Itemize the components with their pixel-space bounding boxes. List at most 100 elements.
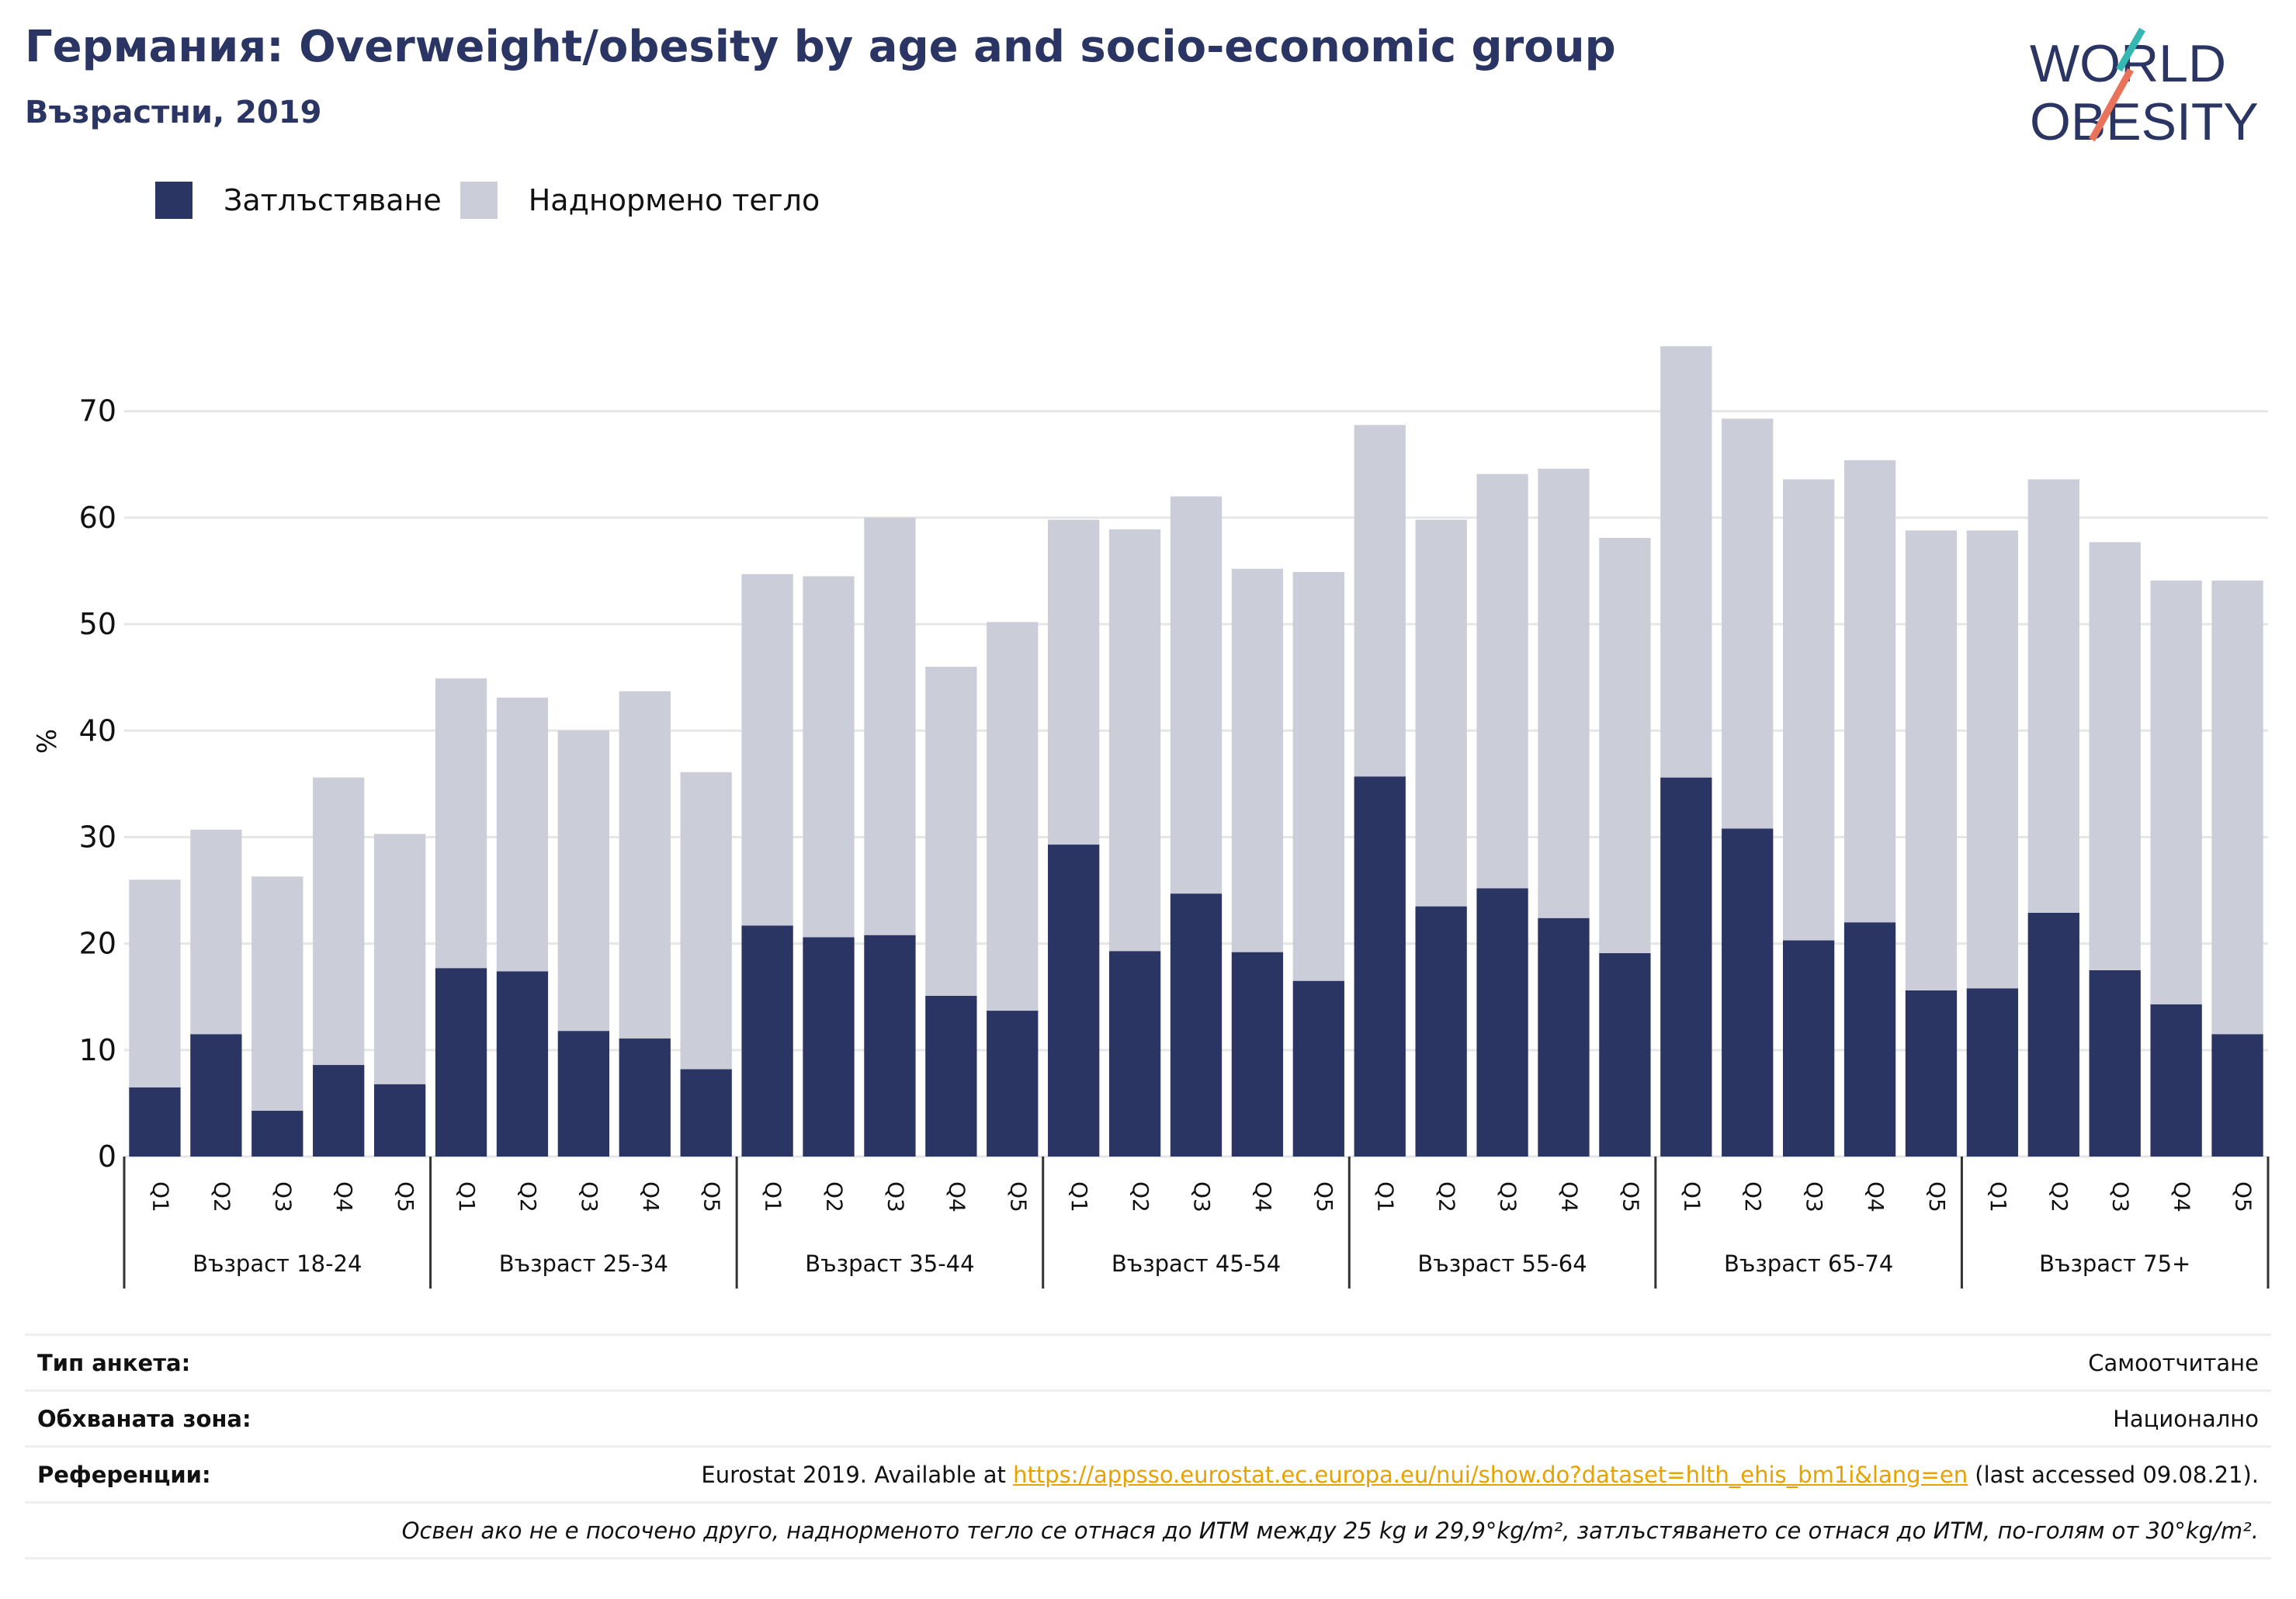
bar-obesity	[251, 1111, 303, 1157]
x-tick-label: Q2	[1128, 1181, 1153, 1212]
bar-overweight	[1538, 468, 1590, 918]
x-tick-label: Q2	[209, 1181, 234, 1212]
y-tick-label: 10	[79, 1033, 116, 1067]
group-label: Възраст 35-44	[805, 1250, 974, 1277]
bar-obesity	[1292, 980, 1344, 1157]
references-link[interactable]: https://appsso.eurostat.ec.europa.eu/nui…	[1013, 1461, 1968, 1488]
coverage-area-value: Национално	[2113, 1405, 2259, 1432]
bar-overweight	[496, 697, 549, 972]
coverage-area-label: Обхваната зона:	[37, 1405, 251, 1432]
bar-overweight	[1782, 479, 1835, 941]
references-value: Eurostat 2019. Available at https://apps…	[701, 1462, 2259, 1488]
bar-overweight	[1231, 568, 1284, 952]
bar-overweight	[1048, 519, 1100, 845]
x-tick-label: Q3	[1496, 1181, 1521, 1212]
bar-overweight	[925, 666, 977, 996]
group-label: Възраст 18-24	[192, 1250, 362, 1277]
x-tick-label: Q3	[2108, 1181, 2134, 1212]
x-tick-label: Q1	[1679, 1181, 1705, 1212]
x-tick-label: Q4	[638, 1181, 664, 1212]
bar-obesity	[129, 1087, 181, 1157]
bar-obesity	[1048, 845, 1100, 1157]
x-tick-label: Q4	[1556, 1181, 1582, 1212]
bar-overweight	[2211, 580, 2263, 1035]
bar-overweight	[803, 576, 855, 938]
group-label: Възраст 75+	[2039, 1250, 2190, 1277]
group-label: Възраст 45-54	[1112, 1250, 1281, 1277]
x-tick-label: Q2	[1740, 1181, 1766, 1212]
stacked-bar-chart: 0 10 20 30 40 50 60 70% Q1 Q2 Q3 Q4 Q5 Възраст 18-24 Q…	[32, 346, 2270, 1289]
bar-overweight	[864, 517, 916, 935]
x-tick-label: Q4	[944, 1181, 969, 1212]
footer-row-references: Референции: Eurostat 2019. Available at …	[25, 1445, 2271, 1501]
legend-swatch-overweight	[460, 182, 498, 219]
logo-text-obesity: OBESITY	[2030, 92, 2259, 151]
bar-overweight	[190, 829, 242, 1035]
bar-obesity	[1905, 990, 1958, 1157]
bar-overweight	[1415, 519, 1467, 907]
references-prefix: Eurostat 2019. Available at	[701, 1461, 1014, 1488]
footer-table: Тип анкета: Самоотчитане Обхваната зона:…	[25, 1334, 2271, 1559]
bar-overweight	[251, 876, 303, 1112]
x-tick-label: Q5	[393, 1181, 418, 1212]
bar-overweight	[1843, 460, 1896, 923]
references-suffix: (last accessed 09.08.21).	[1968, 1461, 2259, 1488]
survey-type-value: Самоотчитане	[2088, 1349, 2259, 1376]
bar-obesity	[864, 935, 916, 1157]
x-tick-label: Q1	[1986, 1181, 2011, 1212]
bar-obesity	[1354, 776, 1406, 1157]
bar-obesity	[1415, 906, 1467, 1157]
bar-overweight	[2027, 479, 2079, 913]
bar-obesity	[2027, 912, 2079, 1157]
x-tick-label: Q5	[1312, 1181, 1337, 1212]
chart-subtitle: Възрастни, 2019	[25, 95, 322, 130]
group-label: Възраст 65-74	[1724, 1250, 1893, 1277]
bar-obesity	[1782, 940, 1835, 1157]
bar-obesity	[1108, 951, 1161, 1157]
bar-overweight	[1722, 418, 1774, 829]
bar-overweight	[1660, 346, 1712, 778]
survey-type-label: Тип анкета:	[37, 1349, 191, 1376]
logo-text-world: WORLD	[2030, 34, 2226, 93]
bar-overweight	[1170, 496, 1223, 894]
bar-obesity	[1231, 952, 1284, 1157]
bar-overweight	[373, 834, 426, 1084]
x-tick-label: Q4	[2169, 1181, 2195, 1212]
legend-label-overweight: Наднормено тегло	[528, 183, 820, 217]
y-tick-label: 20	[79, 927, 116, 961]
x-tick-label: Q3	[1802, 1181, 1827, 1212]
x-tick-label: Q3	[577, 1181, 602, 1212]
chart-title: Германия: Overweight/obesity by age and …	[25, 22, 1616, 72]
bar-obesity	[496, 971, 549, 1157]
x-tick-label: Q3	[1189, 1181, 1215, 1212]
references-label: Референции:	[37, 1461, 211, 1488]
bar-obesity	[1722, 828, 1774, 1157]
x-tick-label: Q5	[1924, 1181, 1950, 1212]
bar-overweight	[1108, 529, 1161, 952]
bar-overweight	[1905, 530, 1958, 990]
bar-overweight	[557, 730, 610, 1032]
bar-obesity	[435, 968, 487, 1157]
y-axis-label: %	[32, 729, 63, 754]
x-tick-label: Q1	[454, 1181, 480, 1212]
x-tick-label: Q1	[1373, 1181, 1399, 1212]
x-tick-label: Q3	[883, 1181, 908, 1212]
group-label: Възраст 25-34	[499, 1250, 668, 1277]
legend-item-obesity: Затлъстяване	[155, 182, 442, 219]
bar-overweight	[2150, 580, 2202, 1004]
world-obesity-logo: WORLD OBESITY	[2030, 27, 2259, 151]
logo-slash-teal	[2116, 27, 2145, 72]
bar-obesity	[987, 1011, 1039, 1157]
legend-label-obesity: Затлъстяване	[224, 183, 442, 217]
y-tick-label: 60	[79, 501, 116, 535]
bar-obesity	[313, 1065, 365, 1157]
bar-overweight	[1476, 473, 1528, 889]
x-tick-label: Q2	[515, 1181, 541, 1212]
y-tick-label: 40	[79, 713, 116, 747]
bar-overweight	[987, 622, 1039, 1011]
legend-item-overweight: Наднормено тегло	[460, 182, 820, 219]
bar-obesity	[803, 937, 855, 1157]
x-tick-label: Q2	[1434, 1181, 1460, 1212]
bar-obesity	[1476, 888, 1528, 1157]
footer-row-area: Обхваната зона: Национално	[25, 1389, 2271, 1445]
